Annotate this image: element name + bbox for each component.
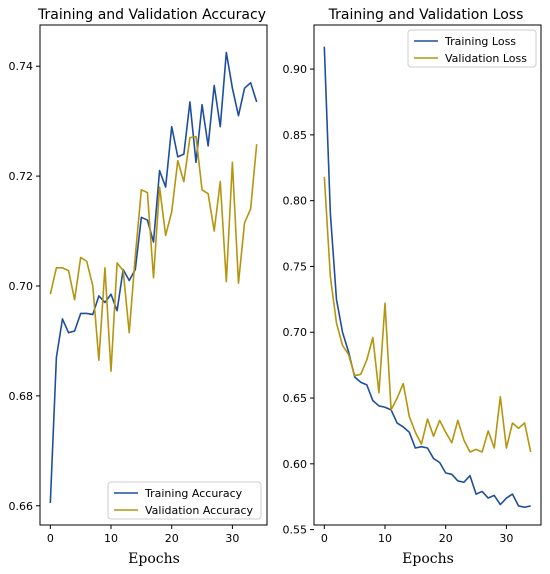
y-tick-label: 0.65 [283, 392, 308, 405]
y-tick-label: 0.60 [283, 458, 308, 471]
x-tick-label: 10 [378, 532, 392, 545]
y-tick-label: 0.80 [283, 195, 308, 208]
x-tick-label: 20 [165, 532, 179, 545]
y-tick-label: 0.68 [9, 390, 34, 403]
loss-x-axis-label: Epochs [402, 551, 454, 567]
x-tick-label: 20 [439, 532, 453, 545]
y-tick-label: 0.72 [9, 170, 34, 183]
x-tick-label: 10 [104, 532, 118, 545]
series-line-training-accuracy [49, 51, 258, 504]
legend-entry-label: Training Accuracy [144, 487, 243, 500]
y-tick-label: 0.70 [9, 280, 34, 293]
legend-entry-label: Validation Loss [445, 52, 527, 65]
x-tick-label: 30 [499, 532, 513, 545]
series-line-validation-loss [323, 176, 532, 453]
legend-box [407, 29, 537, 68]
legend-entry-label: Validation Accuracy [145, 504, 254, 517]
x-tick-label: 30 [225, 532, 239, 545]
legend: Training Loss Validation Loss [407, 29, 537, 68]
legend-box [107, 481, 262, 520]
y-tick-label: 0.70 [283, 326, 308, 339]
series-line-training-loss [323, 46, 531, 509]
legend: Training Accuracy Validation Accuracy [107, 481, 262, 520]
loss-chart: Training and Validation Loss Epochs 0 10 2… [283, 7, 542, 567]
x-tick-label: 0 [321, 532, 328, 545]
accuracy-x-axis-label: Epochs [128, 551, 180, 567]
legend-entry-label: Training Loss [444, 35, 516, 48]
y-tick-label: 0.75 [283, 260, 308, 273]
accuracy-chart-title: Training and Validation Accuracy [37, 7, 266, 23]
plot-frame [313, 24, 542, 526]
y-tick-label: 0.66 [9, 500, 34, 513]
y-tick-label: 0.85 [283, 129, 308, 142]
y-tick-label: 0.74 [9, 60, 34, 73]
plot-frame [39, 24, 268, 526]
y-tick-label: 0.55 [283, 524, 308, 537]
accuracy-chart: Training and Validation Accuracy Epochs … [9, 7, 268, 567]
loss-chart-title: Training and Validation Loss [328, 7, 524, 23]
series-line-validation-accuracy [49, 135, 258, 372]
y-tick-label: 0.90 [283, 63, 308, 76]
x-tick-label: 0 [47, 532, 54, 545]
